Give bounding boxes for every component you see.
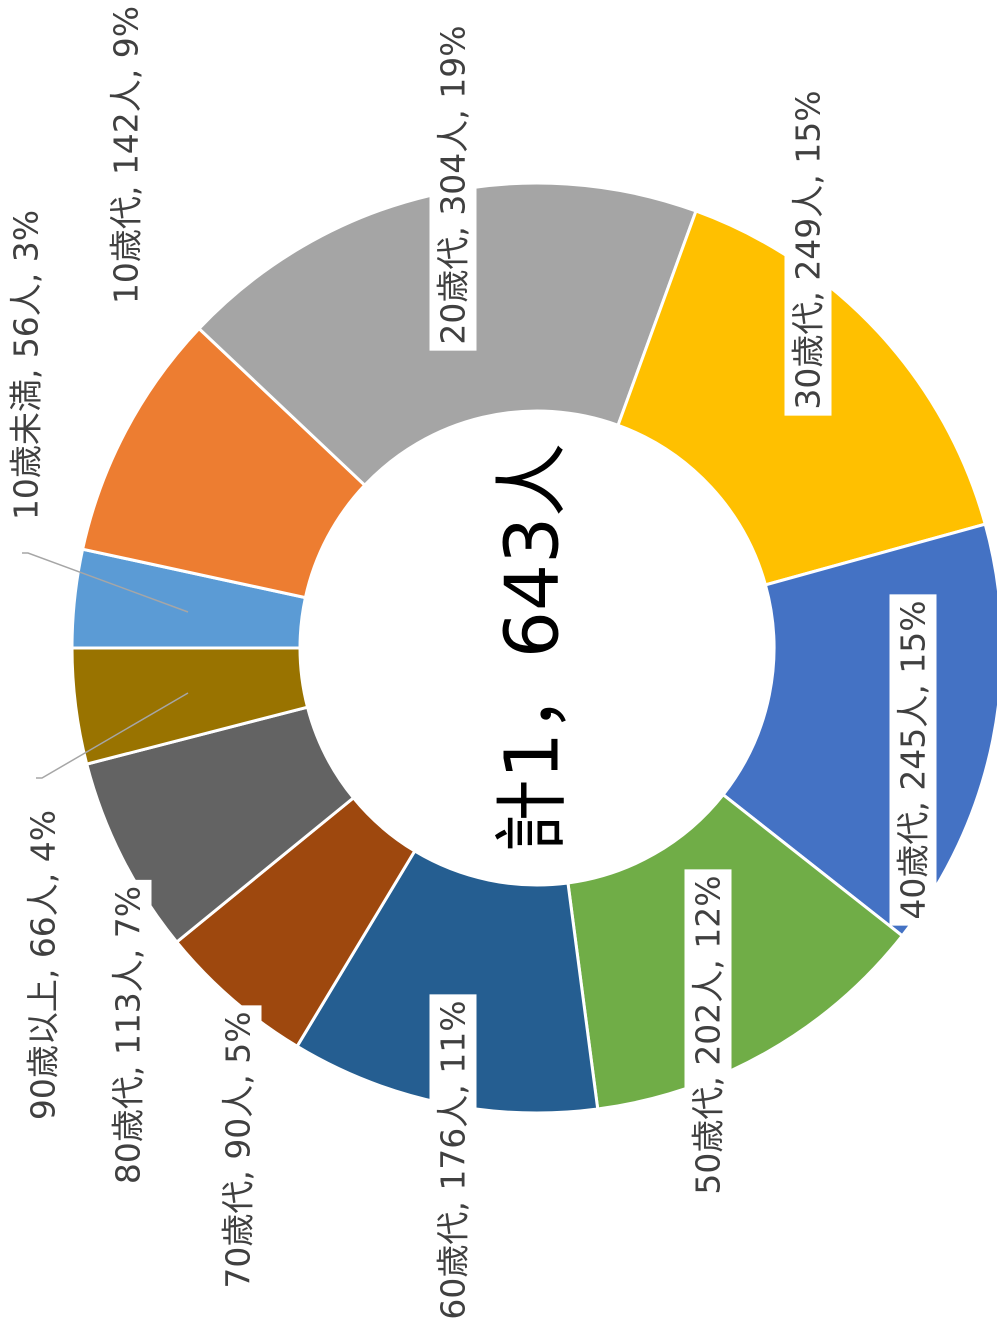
label-background xyxy=(889,594,937,926)
label-background xyxy=(2,203,50,527)
data-label: 10歳代, 142人, 9% xyxy=(107,6,146,304)
label-background xyxy=(102,0,150,311)
label-background xyxy=(104,879,152,1191)
data-label: 90歳以上, 66人, 4% xyxy=(24,810,63,1120)
leader-line xyxy=(36,692,189,779)
label-background xyxy=(784,84,832,416)
center-label: 計1，643人 xyxy=(490,443,576,853)
data-label: 70歳代, 90人, 5% xyxy=(219,1011,258,1288)
data-label: 40歳代, 245人, 15% xyxy=(894,600,933,919)
label-background xyxy=(429,19,477,351)
donut-slice xyxy=(295,848,600,1115)
data-label: 80歳代, 113人, 7% xyxy=(109,886,148,1184)
label-background xyxy=(429,994,477,1326)
data-label: 50歳代, 202人, 12% xyxy=(689,875,728,1194)
leader-lines xyxy=(22,552,189,779)
data-label: 30歳代, 249人, 15% xyxy=(789,90,828,409)
data-label: 10歳未満, 56人, 3% xyxy=(7,210,46,520)
label-background xyxy=(684,869,732,1201)
labels: 10歳未満, 56人, 3% 10歳代, 142人, 9% 20歳代, 304人, … xyxy=(2,0,937,1326)
data-label: 20歳代, 304人, 19% xyxy=(434,25,473,344)
donut-slice xyxy=(566,792,905,1111)
data-label: 60歳代, 176人, 11% xyxy=(434,1000,473,1319)
leader-line xyxy=(22,552,189,613)
label-background xyxy=(214,1005,262,1295)
label-background xyxy=(19,803,67,1127)
donut-slice xyxy=(70,646,310,766)
